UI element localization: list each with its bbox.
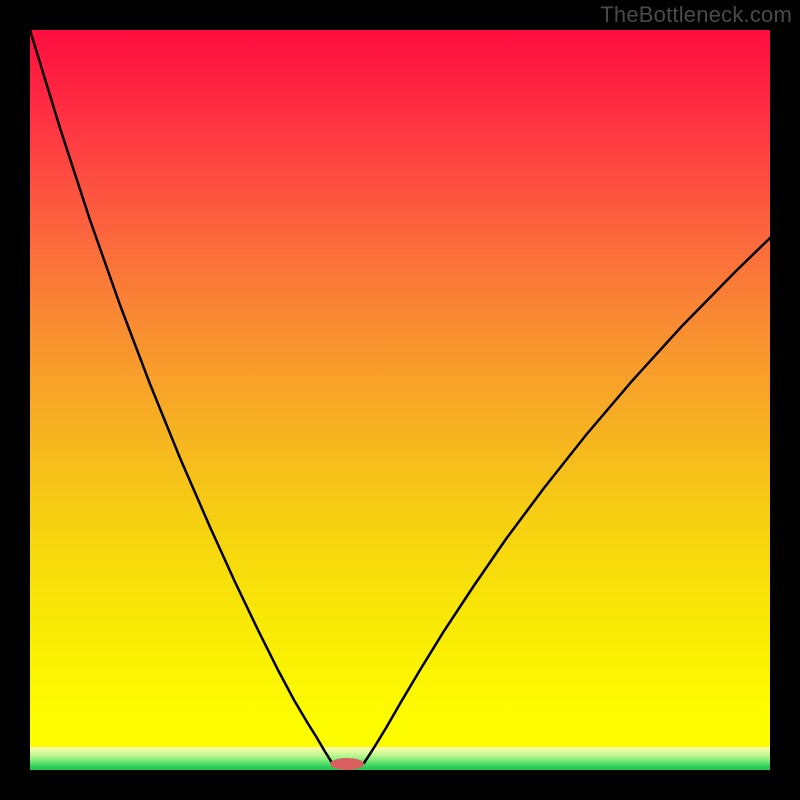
bottleneck-chart (0, 0, 800, 800)
optimum-marker (330, 758, 364, 770)
watermark-text: TheBottleneck.com (600, 2, 792, 28)
heat-gradient-bg (30, 30, 770, 747)
green-bottom-band (30, 747, 770, 770)
